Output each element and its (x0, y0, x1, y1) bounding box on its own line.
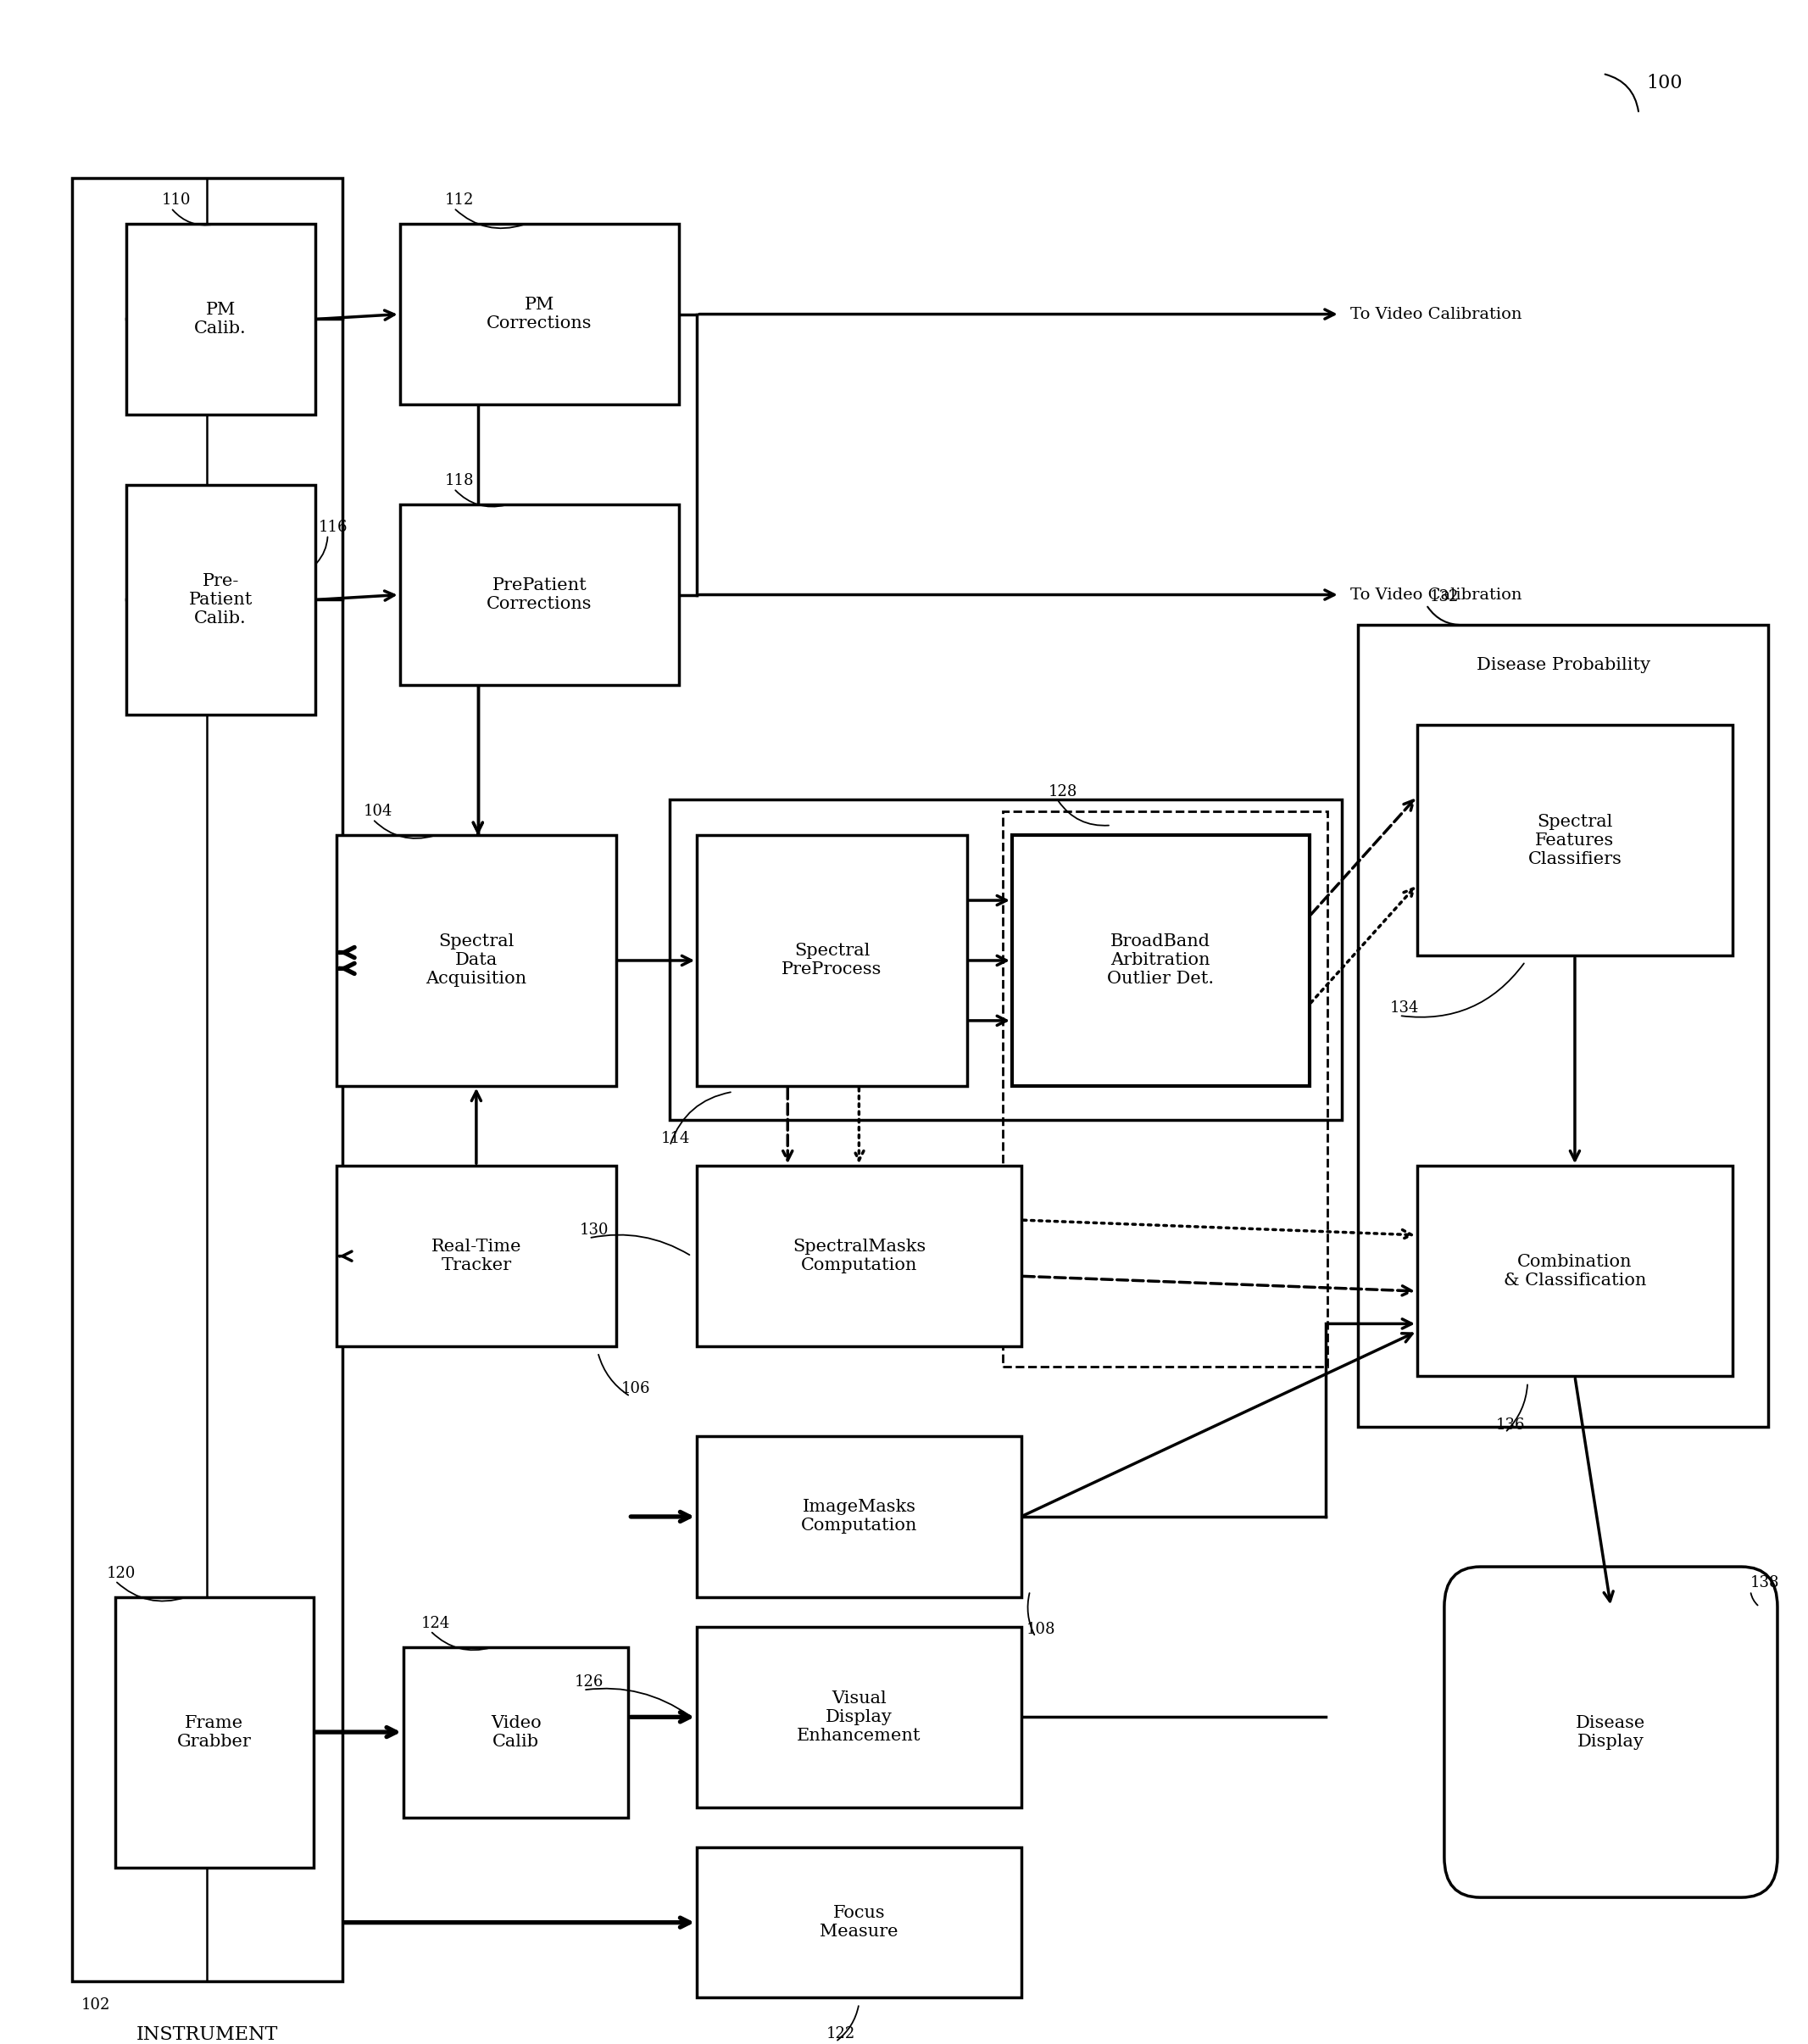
FancyBboxPatch shape (403, 1647, 629, 1817)
Text: 124: 124 (421, 1615, 450, 1631)
FancyBboxPatch shape (336, 836, 617, 1085)
Text: 106: 106 (622, 1382, 651, 1396)
FancyBboxPatch shape (72, 178, 342, 1981)
Text: Spectral
Features
Classifiers: Spectral Features Classifiers (1528, 814, 1622, 867)
FancyBboxPatch shape (696, 1437, 1022, 1596)
FancyBboxPatch shape (696, 1627, 1022, 1807)
FancyBboxPatch shape (1417, 726, 1732, 955)
Text: 102: 102 (81, 1997, 110, 2013)
Text: Disease
Display: Disease Display (1577, 1715, 1645, 1750)
Text: Spectral
PreProcess: Spectral PreProcess (781, 942, 882, 977)
FancyBboxPatch shape (1012, 836, 1309, 1085)
Text: 134: 134 (1390, 1000, 1419, 1016)
FancyBboxPatch shape (1417, 1165, 1732, 1376)
Text: 104: 104 (363, 803, 392, 820)
Text: 110: 110 (163, 192, 192, 208)
FancyBboxPatch shape (696, 1165, 1022, 1347)
FancyBboxPatch shape (1358, 625, 1768, 1427)
Text: To Video Calibration: To Video Calibration (1351, 307, 1522, 321)
FancyBboxPatch shape (336, 1165, 617, 1347)
FancyBboxPatch shape (1445, 1568, 1777, 1897)
Text: PM
Corrections: PM Corrections (486, 296, 591, 331)
Text: To Video Calibration: To Video Calibration (1351, 587, 1522, 603)
Text: Real-Time
Tracker: Real-Time Tracker (430, 1239, 521, 1273)
Text: 108: 108 (1027, 1621, 1056, 1637)
FancyBboxPatch shape (400, 225, 678, 405)
Text: SpectralMasks
Computation: SpectralMasks Computation (792, 1239, 926, 1273)
Text: Visual
Display
Enhancement: Visual Display Enhancement (797, 1690, 920, 1744)
FancyBboxPatch shape (127, 484, 315, 715)
Text: BroadBand
Arbitration
Outlier Det.: BroadBand Arbitration Outlier Det. (1106, 934, 1215, 987)
Text: 128: 128 (1049, 785, 1078, 799)
Text: Pre-
Patient
Calib.: Pre- Patient Calib. (188, 572, 253, 625)
Text: 114: 114 (662, 1130, 691, 1147)
Text: PrePatient
Corrections: PrePatient Corrections (486, 576, 591, 611)
Text: 116: 116 (318, 519, 347, 536)
Text: ImageMasks
Computation: ImageMasks Computation (801, 1498, 917, 1533)
Text: 130: 130 (580, 1222, 609, 1239)
Text: 118: 118 (445, 474, 474, 489)
Text: 132: 132 (1430, 589, 1459, 605)
Text: 122: 122 (826, 2026, 855, 2042)
Text: PM
Calib.: PM Calib. (195, 303, 246, 337)
Text: Spectral
Data
Acquisition: Spectral Data Acquisition (427, 934, 526, 987)
FancyBboxPatch shape (671, 799, 1342, 1120)
FancyBboxPatch shape (696, 836, 967, 1085)
Text: Disease Probability: Disease Probability (1475, 656, 1651, 672)
Text: 138: 138 (1750, 1576, 1779, 1590)
Text: 100: 100 (1645, 74, 1681, 92)
FancyBboxPatch shape (696, 1848, 1022, 1997)
Text: Focus
Measure: Focus Measure (819, 1905, 899, 1940)
FancyBboxPatch shape (400, 505, 678, 685)
Text: 120: 120 (107, 1566, 136, 1580)
FancyBboxPatch shape (127, 225, 315, 415)
FancyBboxPatch shape (116, 1596, 313, 1868)
Text: 126: 126 (575, 1674, 604, 1690)
Text: Video
Calib: Video Calib (490, 1715, 541, 1750)
Text: Combination
& Classification: Combination & Classification (1504, 1253, 1647, 1288)
Text: 112: 112 (445, 192, 474, 208)
Text: INSTRUMENT: INSTRUMENT (136, 2026, 278, 2044)
Text: 136: 136 (1495, 1416, 1526, 1433)
Text: Frame
Grabber: Frame Grabber (177, 1715, 251, 1750)
